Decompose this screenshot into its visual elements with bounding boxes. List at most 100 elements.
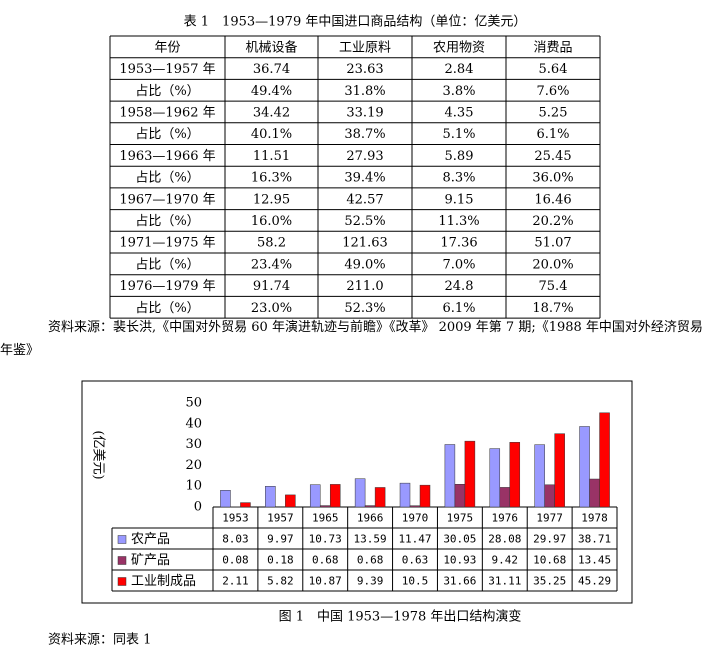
data-table-value: 13.45 <box>578 554 611 567</box>
table-cell: 38.7% <box>344 127 385 142</box>
data-table-value: 2.11 <box>222 575 249 588</box>
table-cell: 9.15 <box>445 192 474 207</box>
table-cell: 5.64 <box>539 62 568 77</box>
table-title: 表 1 1953—1979 年中国进口商品结构（单位：亿美元） <box>184 15 527 30</box>
table-cell: 36.0% <box>532 171 573 186</box>
bar <box>579 426 590 508</box>
data-table-value: 35.25 <box>533 575 566 588</box>
table-cell: 25.45 <box>534 149 571 164</box>
bar <box>534 444 545 508</box>
x-tick-label: 1953 <box>222 512 249 525</box>
table-source: 资料来源：裴长洪,《中国对外贸易 60 年演进轨迹与前瞻》《改革》 2009 年… <box>0 320 703 358</box>
data-table-value: 0.18 <box>267 554 294 567</box>
data-table-value: 10.87 <box>309 575 342 588</box>
data-table-value: 9.42 <box>492 554 519 567</box>
bar <box>374 487 386 508</box>
bar <box>329 484 341 508</box>
table-cell: 23.0% <box>251 301 292 316</box>
table-cell: 18.7% <box>532 301 573 316</box>
data-table-value: 38.71 <box>578 533 611 546</box>
legend-label: 工业制成品 <box>131 574 196 589</box>
table-cell: 40.1% <box>251 127 292 142</box>
data-table-value: 31.66 <box>443 575 476 588</box>
table-header: 消费品 <box>533 40 572 55</box>
table-cell: 占比（%） <box>135 171 199 186</box>
table-cell: 6.1% <box>536 127 569 142</box>
bar <box>265 486 276 508</box>
table-cell: 4.35 <box>445 105 474 120</box>
table-cell: 23.4% <box>251 257 292 272</box>
legend-swatch <box>117 535 127 544</box>
data-table-value: 10.68 <box>533 554 566 567</box>
table-cell: 12.95 <box>253 192 290 207</box>
y-tick-label: 0 <box>194 500 202 515</box>
table-cell: 39.4% <box>344 171 385 186</box>
data-table-value: 13.59 <box>354 533 387 546</box>
data-table-value: 10.73 <box>309 533 342 546</box>
chart-frame <box>81 380 633 604</box>
table-cell: 51.07 <box>534 236 571 251</box>
data-table-value: 30.05 <box>443 533 476 546</box>
data-table-value: 0.68 <box>357 554 384 567</box>
table-cell: 占比（%） <box>135 214 199 229</box>
table-cell: 49.0% <box>344 257 385 272</box>
table-cell: 5.89 <box>445 149 474 164</box>
data-table-value: 11.47 <box>398 533 431 546</box>
table-cell: 1976—1979 年 <box>119 279 215 294</box>
table-cell: 8.3% <box>442 171 475 186</box>
data-table-value: 9.97 <box>267 533 294 546</box>
table-cell: 7.6% <box>536 84 569 99</box>
table-cell: 占比（%） <box>135 301 199 316</box>
bar <box>509 442 521 508</box>
y-tick-label: 20 <box>185 458 202 473</box>
table-cell: 31.8% <box>344 84 385 99</box>
y-tick-label: 50 <box>185 396 202 411</box>
x-tick-label: 1975 <box>447 512 474 525</box>
table-cell: 75.4 <box>539 279 568 294</box>
bar <box>444 444 456 508</box>
table-cell: 27.93 <box>346 149 383 164</box>
legend-label: 农产品 <box>131 532 170 547</box>
table-cell: 42.57 <box>346 192 383 207</box>
table-cell: 1953—1957 年 <box>119 62 215 77</box>
bar <box>589 478 600 508</box>
table-cell: 52.3% <box>344 301 385 316</box>
data-table-value: 29.97 <box>533 533 566 546</box>
table-cell: 1967—1970 年 <box>119 192 215 207</box>
table-cell: 49.4% <box>251 84 292 99</box>
x-tick-label: 1970 <box>402 512 429 525</box>
bar <box>364 505 376 508</box>
table-cell: 1971—1975 年 <box>119 236 215 251</box>
x-tick-label: 1957 <box>267 512 294 525</box>
bar <box>399 482 411 508</box>
data-table-value: 28.08 <box>488 533 521 546</box>
bar <box>554 433 565 508</box>
bar <box>220 490 231 508</box>
data-table-value: 0.68 <box>312 554 339 567</box>
table-header: 年份 <box>154 40 180 55</box>
y-tick-label: 40 <box>185 416 202 431</box>
legend-swatch <box>117 556 127 565</box>
bar <box>240 502 251 508</box>
table-header: 农用物资 <box>433 40 485 55</box>
bar <box>285 494 296 508</box>
bar <box>499 487 511 508</box>
data-table-value: 0.08 <box>222 554 249 567</box>
legend-label: 矿产品 <box>131 553 170 568</box>
table-cell: 33.19 <box>346 105 383 120</box>
y-axis-label: (亿美元) <box>91 430 106 479</box>
table-cell: 20.2% <box>532 214 573 229</box>
table-cell: 24.8 <box>445 279 474 294</box>
table-cell: 占比（%） <box>135 84 199 99</box>
data-table-value: 10.93 <box>443 554 476 567</box>
bar <box>599 412 610 508</box>
chart-source: 资料来源：同表 1 <box>48 633 151 648</box>
bar <box>319 505 331 508</box>
bar <box>409 505 421 508</box>
table-cell: 占比（%） <box>135 127 199 142</box>
table-cell: 11.3% <box>438 214 479 229</box>
bar <box>454 484 466 508</box>
table-cell: 3.8% <box>442 84 475 99</box>
table-cell: 20.0% <box>532 257 573 272</box>
